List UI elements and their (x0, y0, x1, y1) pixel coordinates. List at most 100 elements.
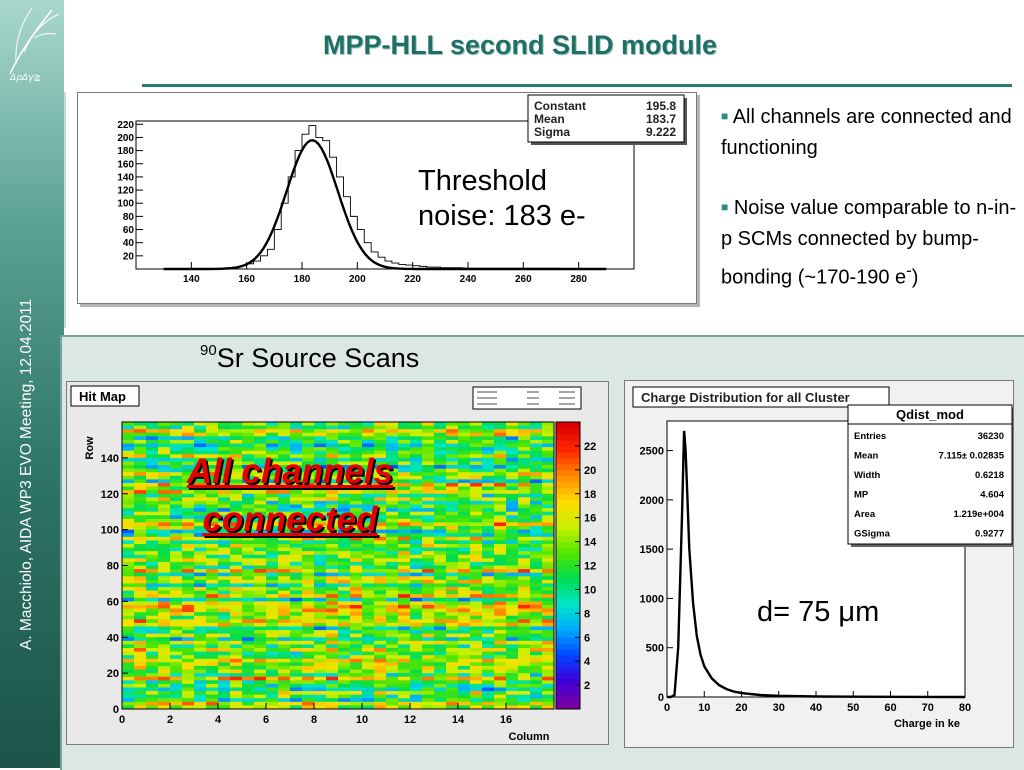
hitmap-cell (302, 565, 315, 570)
hitmap-cell (194, 504, 207, 509)
hitmap-cell (434, 425, 447, 430)
hitmap-cell (446, 526, 459, 531)
hitmap-cell (530, 515, 543, 520)
hitmap-cell (494, 680, 507, 685)
hitmap-cell (170, 543, 183, 548)
x-tick-label: 10 (356, 714, 368, 726)
hitmap-cell (518, 490, 531, 495)
hitmap-cell (530, 590, 543, 595)
hitmap-cell (158, 450, 171, 455)
hitmap-cell (302, 651, 315, 656)
hitmap-cell (530, 665, 543, 670)
hitmap-cell (158, 662, 171, 667)
hitmap-cell (374, 454, 387, 459)
hitmap-cell (482, 439, 495, 444)
hitmap-cell (530, 572, 543, 577)
hitmap-cell (410, 518, 423, 523)
hitmap-cell (134, 683, 147, 688)
hitmap-cell (350, 475, 363, 480)
hitmap-cell (158, 619, 171, 624)
hitmap-cell (422, 457, 435, 462)
hitmap-cell (326, 644, 339, 649)
hitmap-cell (530, 468, 543, 473)
hitmap-cell (230, 576, 243, 581)
hitmap-cell (146, 486, 159, 491)
hitmap-cell (134, 587, 147, 592)
hitmap-cell (482, 622, 495, 627)
hitmap-cell (134, 472, 147, 477)
hitmap-cell (170, 450, 183, 455)
hitmap-cell (170, 665, 183, 670)
hitmap-cell (470, 436, 483, 441)
hitmap-cell (242, 436, 255, 441)
hitmap-cell (230, 669, 243, 674)
hitmap-cell (194, 640, 207, 645)
hitmap-cell (122, 658, 135, 663)
hitmap-cell (158, 597, 171, 602)
hitmap-cell (458, 472, 471, 477)
hitmap-cell (314, 526, 327, 531)
hitmap-cell (398, 579, 411, 584)
hitmap-cell (338, 701, 351, 706)
hitmap-cell (314, 461, 327, 466)
hitmap-cell (350, 429, 363, 434)
hitmap-cell (410, 705, 423, 710)
hitmap-cell (494, 482, 507, 487)
hitmap-cell (146, 576, 159, 581)
hitmap-cell (350, 640, 363, 645)
hitmap-cell (230, 465, 243, 470)
hitmap-cell (482, 443, 495, 448)
hitmap-cell (170, 612, 183, 617)
hitmap-cell (518, 540, 531, 545)
colorbar-segment (556, 475, 580, 483)
hitmap-cell (314, 475, 327, 480)
hitmap-cell (470, 587, 483, 592)
hitmap-cell (218, 669, 231, 674)
hitmap-cell (158, 615, 171, 620)
hitmap-cell (170, 500, 183, 505)
hitmap-cell (482, 669, 495, 674)
hitmap-cell (182, 637, 195, 642)
hitmap-cell (314, 497, 327, 502)
hitmap-cell (230, 540, 243, 545)
hitmap-cell (530, 551, 543, 556)
hitmap-cell (290, 612, 303, 617)
hitmap-cell (182, 683, 195, 688)
hitmap-cell (170, 604, 183, 609)
hitmap-cell (422, 673, 435, 678)
hitmap-cell (530, 493, 543, 498)
hitmap-cell (254, 500, 267, 505)
hitmap-cell (374, 554, 387, 559)
hitmap-cell (314, 644, 327, 649)
hitmap-cell (146, 504, 159, 509)
hitmap-cell (386, 475, 399, 480)
hitmap-cell (458, 640, 471, 645)
hitmap-cell (470, 547, 483, 552)
hitmap-panel: Hit Map 2 4 6 8 10 12 14 16 18 20 22 0 2 4 6 8 10 12 14 16 0 2… (66, 381, 609, 745)
hitmap-cell (290, 669, 303, 674)
hitmap-cell (254, 468, 267, 473)
hitmap-cell (218, 590, 231, 595)
hitmap-cell (482, 601, 495, 606)
hitmap-cell (458, 587, 471, 592)
hitmap-cell (326, 569, 339, 574)
hitmap-cell (158, 558, 171, 563)
hitmap-cell (158, 680, 171, 685)
colorbar-segment (556, 535, 580, 542)
hitmap-cell (170, 597, 183, 602)
hitmap-cell (242, 569, 255, 574)
hitmap-cell (458, 511, 471, 516)
hitmap-cell (362, 694, 375, 699)
hitmap-cell (218, 500, 231, 505)
hitmap-cell (254, 457, 267, 462)
hitmap-cell (506, 694, 519, 699)
hitmap-cell (266, 644, 279, 649)
hitmap-cell (230, 443, 243, 448)
hitmap-cell (254, 673, 267, 678)
hitmap-cell (374, 490, 387, 495)
hitmap-cell (326, 601, 339, 606)
hitmap-cell (542, 608, 555, 613)
hitmap-cell (542, 551, 555, 556)
hitmap-cell (206, 500, 219, 505)
hitmap-cell (350, 565, 363, 570)
